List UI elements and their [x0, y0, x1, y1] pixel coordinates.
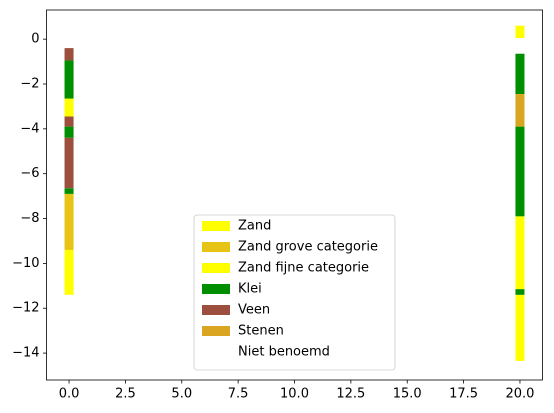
x-tick-label: 15.0 — [393, 387, 422, 402]
y-tick-label: −2 — [20, 77, 39, 92]
y-tick-label: −4 — [20, 121, 39, 136]
legend-label: Niet benoemd — [238, 345, 330, 360]
legend-label: Veen — [238, 303, 270, 318]
y-tick-label: −14 — [12, 346, 39, 361]
bar-segment — [515, 94, 525, 127]
legend-swatch — [202, 347, 230, 357]
bar-segment — [515, 294, 525, 361]
legend-label: Klei — [238, 282, 262, 297]
bar-segment — [515, 25, 525, 39]
legend-swatch — [202, 284, 230, 294]
x-tick-label: 20.0 — [505, 387, 534, 402]
legend-swatch — [202, 221, 230, 231]
legend-label: Zand fijne categorie — [238, 261, 369, 276]
x-tick-label: 5.0 — [171, 387, 192, 402]
legend-label: Zand — [238, 219, 271, 234]
x-tick-label: 7.5 — [228, 387, 249, 402]
bar-segment — [515, 216, 525, 290]
x-tick-label: 0.0 — [59, 387, 80, 402]
legend-swatch — [202, 326, 230, 336]
legend-label: Zand grove categorie — [238, 240, 378, 255]
x-tick-label: 17.5 — [449, 387, 478, 402]
legend-swatch — [202, 305, 230, 315]
bar-segment — [64, 98, 74, 117]
x-tick-label: 10.0 — [280, 387, 309, 402]
bar-segment — [515, 126, 525, 217]
x-tick-label: 12.5 — [336, 387, 365, 402]
bar-segment — [64, 116, 74, 127]
y-tick-label: −6 — [20, 166, 39, 181]
bar-segment — [64, 137, 74, 189]
axes-frame — [46, 9, 543, 381]
legend-frame — [193, 214, 396, 371]
bar-segment — [515, 53, 525, 95]
y-tick-label: 0 — [31, 32, 39, 47]
bar-segment — [64, 60, 74, 99]
legend-swatch — [202, 263, 230, 273]
bar-segment — [64, 193, 74, 250]
bar-segment — [64, 48, 74, 61]
bar-segment — [64, 249, 74, 295]
legend-swatch — [202, 242, 230, 252]
bar-segment — [64, 188, 74, 194]
y-tick-label: −12 — [12, 301, 39, 316]
x-tick-label: 2.5 — [115, 387, 136, 402]
y-tick-label: −10 — [12, 256, 39, 271]
bar-segment — [64, 126, 74, 138]
legend-label: Stenen — [238, 324, 284, 339]
y-tick-label: −8 — [20, 211, 39, 226]
bar-segment — [515, 289, 525, 295]
